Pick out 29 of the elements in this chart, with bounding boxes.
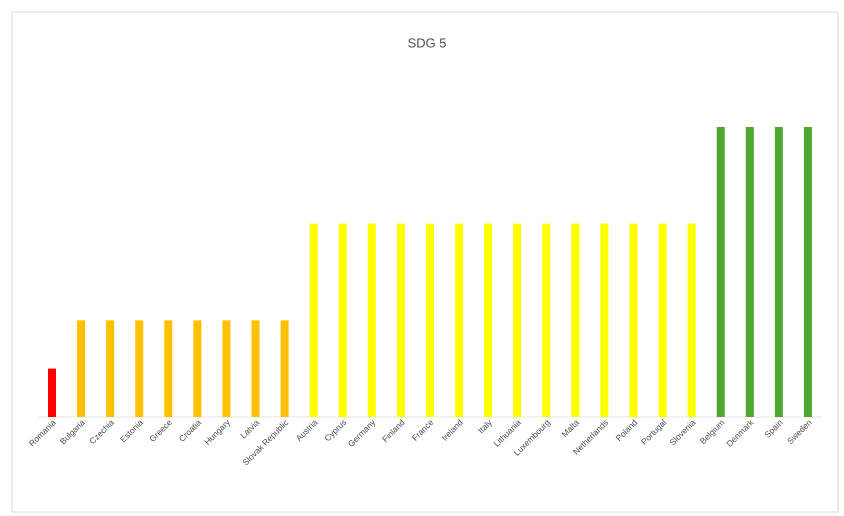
bar	[484, 224, 492, 417]
bar	[716, 126, 725, 417]
bar	[164, 320, 172, 417]
bar	[774, 126, 783, 417]
bar	[426, 224, 434, 417]
bar	[396, 224, 405, 417]
bar	[135, 320, 144, 417]
bar	[600, 224, 608, 417]
bar	[513, 224, 522, 417]
bar	[629, 224, 638, 417]
bar	[193, 320, 202, 417]
bar	[106, 320, 114, 417]
bar	[77, 320, 86, 417]
bar	[542, 224, 550, 417]
bar	[746, 126, 754, 417]
bar	[338, 224, 347, 417]
bar	[222, 320, 230, 417]
bar	[252, 320, 260, 417]
chart-title: SDG 5	[408, 38, 446, 48]
bar	[48, 368, 56, 417]
bar	[804, 126, 812, 417]
bar	[455, 224, 464, 417]
bar	[688, 224, 696, 417]
bar	[280, 320, 289, 417]
x-tick-label: Italy	[478, 420, 492, 434]
bar	[571, 224, 580, 417]
bar	[310, 224, 318, 417]
bar	[658, 224, 667, 417]
bar	[368, 224, 376, 417]
